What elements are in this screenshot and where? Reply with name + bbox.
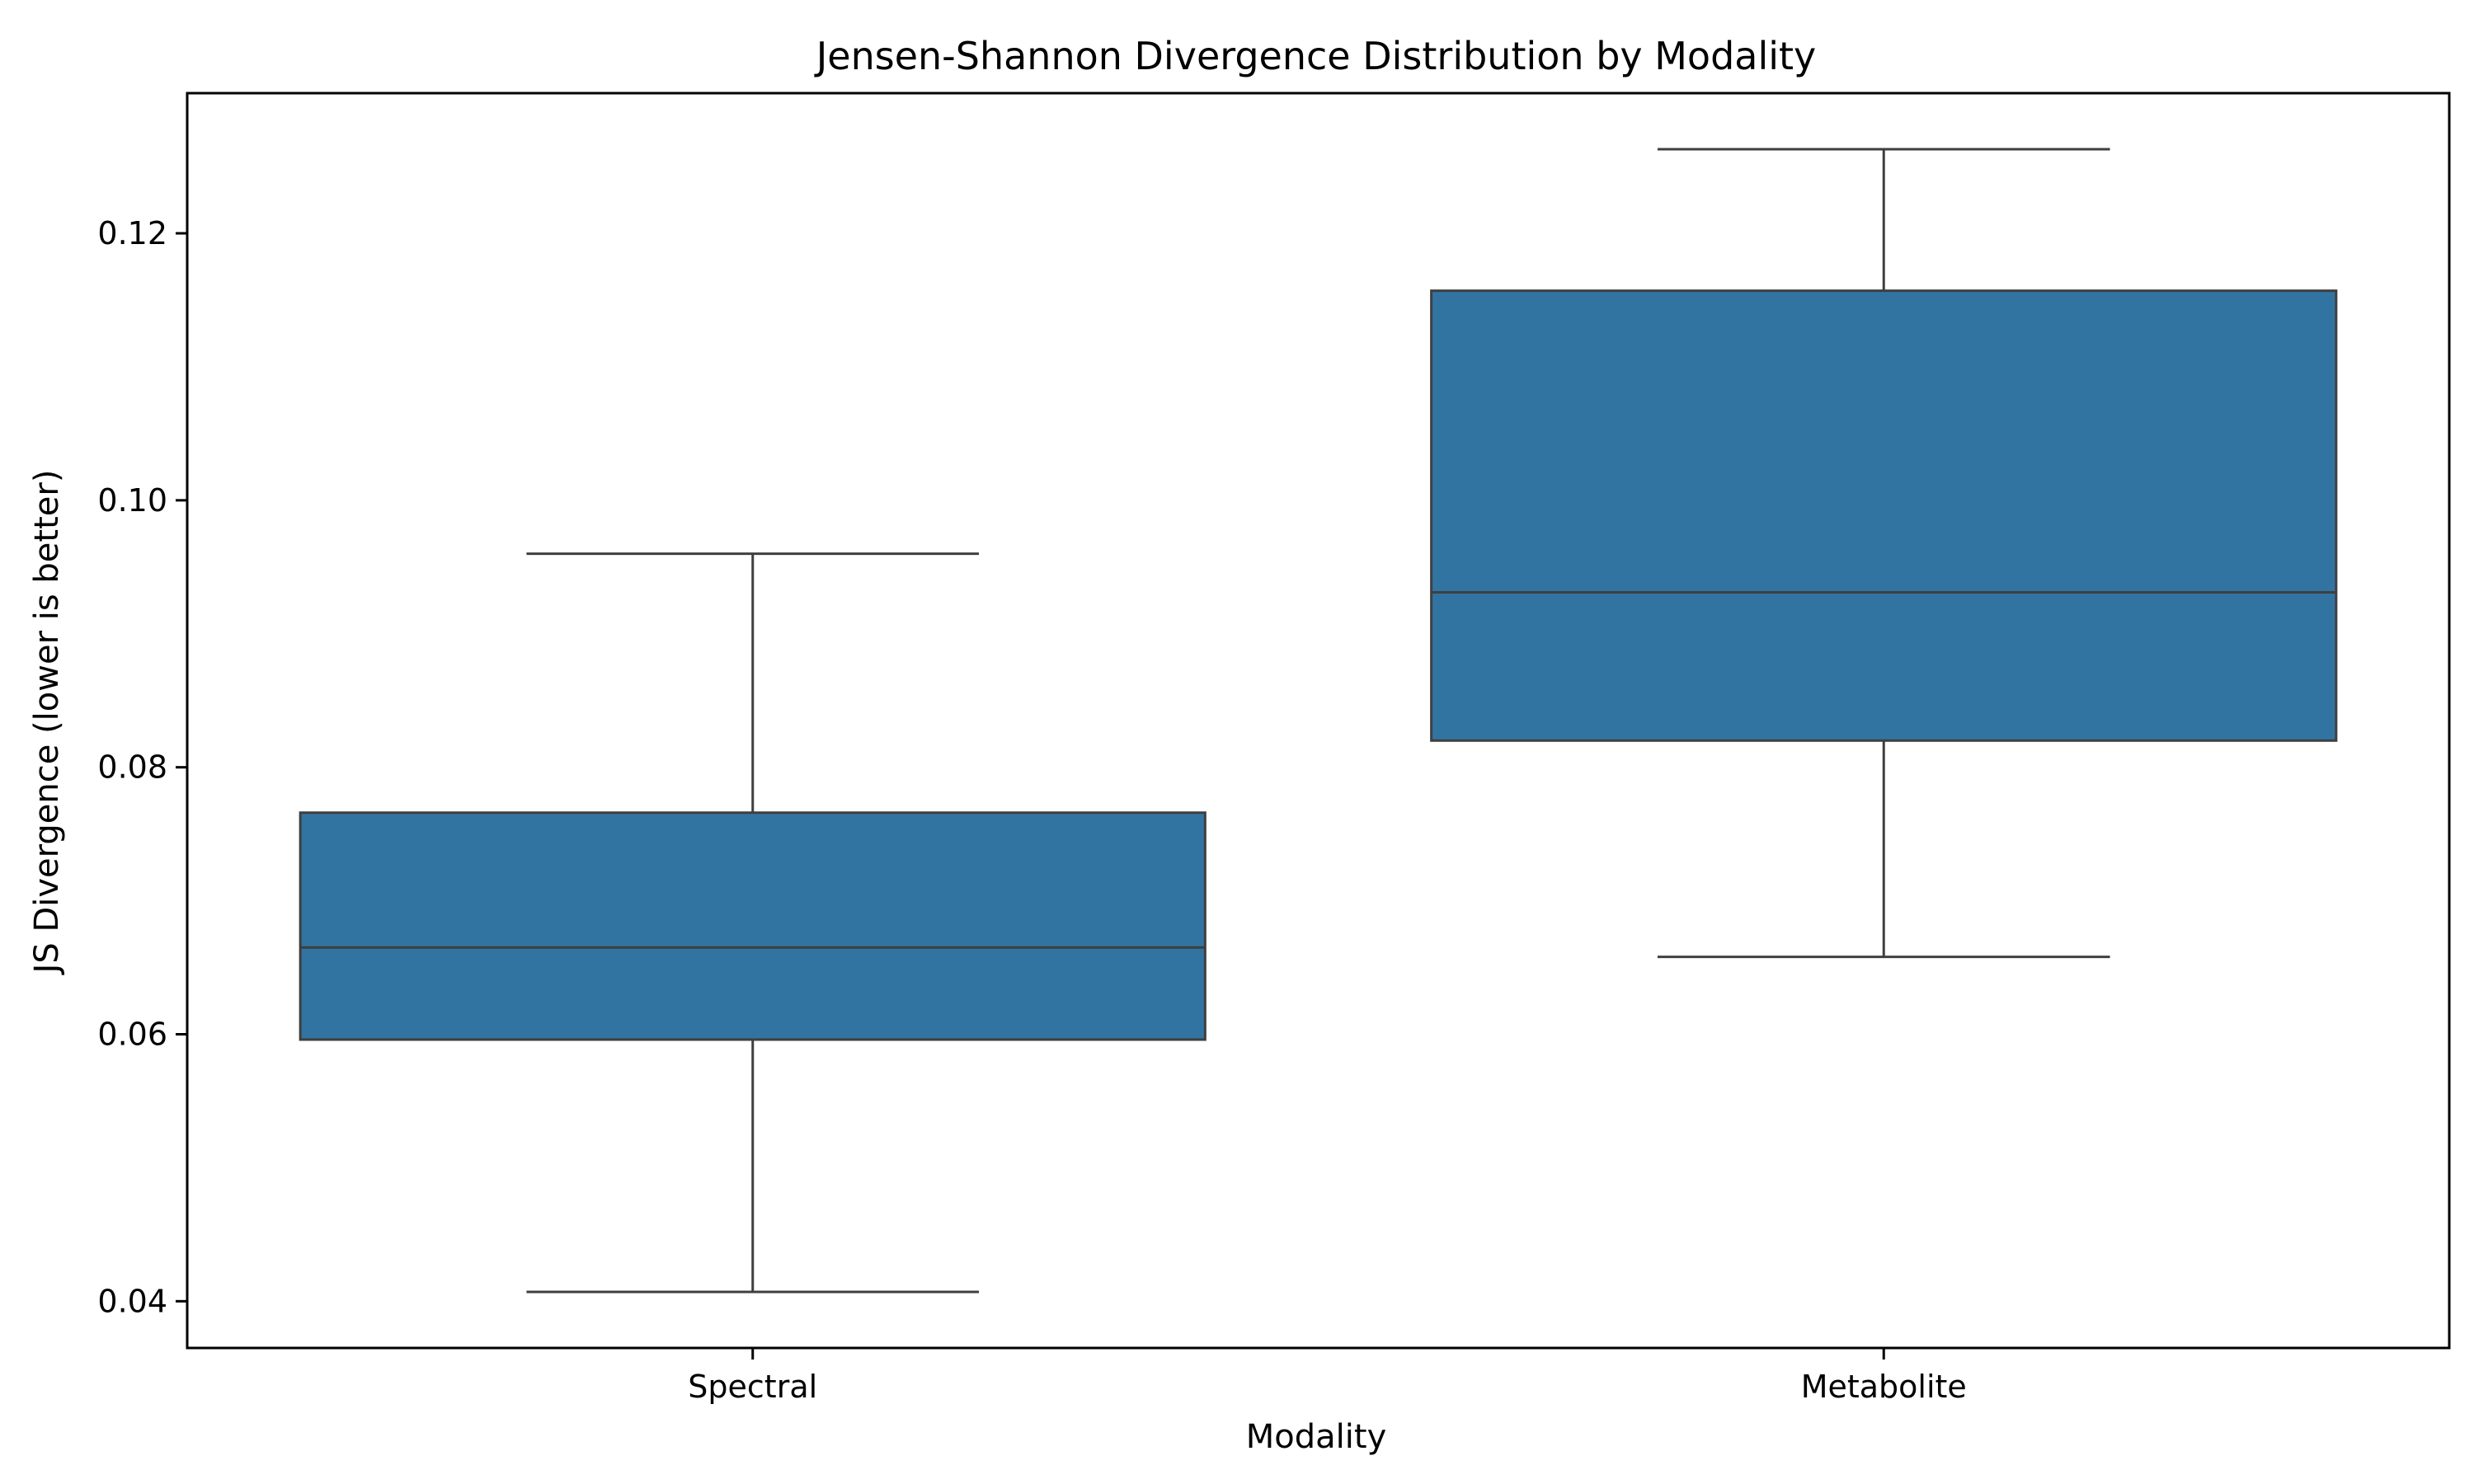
x-tick-label: Metabolite — [1801, 1369, 1967, 1405]
chart-title: Jensen-Shannon Divergence Distribution b… — [814, 34, 1817, 78]
y-tick-label: 0.04 — [97, 1283, 167, 1319]
plot-area-frame — [186, 92, 2451, 1350]
box-metabolite — [1430, 148, 2338, 959]
y-axis-ticks: 0.04 0.06 0.08 0.10 0.12 — [97, 215, 187, 1319]
y-tick-label: 0.10 — [97, 482, 167, 519]
box-series — [299, 148, 2338, 1294]
box-spectral — [299, 552, 1206, 1294]
y-tick-label: 0.08 — [97, 749, 167, 786]
y-tick-label: 0.06 — [97, 1017, 167, 1053]
iqr-box — [299, 811, 1206, 1041]
x-axis-label: Modality — [1246, 1418, 1386, 1456]
y-tick-label: 0.12 — [97, 215, 167, 251]
iqr-box — [1430, 289, 2338, 742]
x-tick-label: Spectral — [688, 1369, 817, 1405]
y-axis-label: JS Divergence (lower is better) — [28, 470, 66, 976]
x-axis-ticks: Spectral Metabolite — [688, 1348, 1967, 1405]
